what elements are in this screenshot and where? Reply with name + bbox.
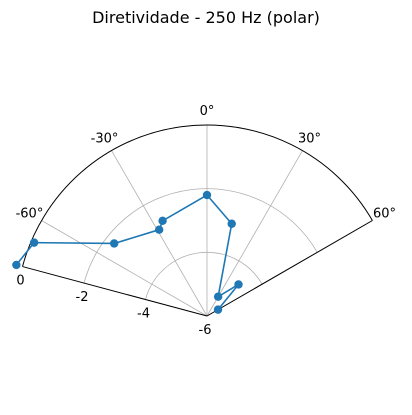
theta-tick-label: 30° (298, 131, 321, 146)
r-tick-label: -6 (199, 323, 212, 338)
theta-tick-label: 60° (373, 207, 396, 222)
theta-gridline (206, 150, 303, 317)
series-line (15, 194, 240, 311)
end-spine (206, 220, 373, 317)
data-point (158, 216, 167, 225)
start-spine (22, 266, 208, 317)
theta-tick-label: 0° (200, 104, 215, 119)
outer-arc (22, 124, 373, 267)
data-point (234, 280, 243, 289)
r-gridline (83, 188, 318, 284)
data-point (12, 260, 21, 270)
polar-grid (22, 124, 373, 317)
series-layer (12, 190, 243, 314)
theta-tick-label: -30° (91, 131, 119, 146)
r-tick-label: -2 (76, 290, 89, 305)
data-point (109, 239, 119, 248)
data-point (213, 305, 223, 314)
data-point (202, 190, 212, 200)
data-point (213, 292, 223, 301)
tick-labels: -60° -30° 0° 30° 60° -6 -4 -2 0 (16, 104, 396, 338)
r-gridline (145, 251, 263, 300)
theta-gridline (41, 220, 208, 317)
data-point (29, 238, 39, 247)
data-point (154, 225, 164, 234)
r-tick-label: 0 (16, 274, 24, 289)
r-tick-label: -4 (137, 307, 150, 322)
theta-tick-label: -60° (16, 207, 44, 222)
chart-title: Diretividade - 250 Hz (polar) (92, 8, 320, 27)
data-point (227, 219, 236, 228)
